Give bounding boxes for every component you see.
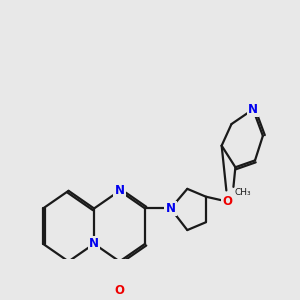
Text: N: N (115, 184, 124, 197)
Text: O: O (115, 284, 124, 297)
Text: N: N (248, 103, 258, 116)
Text: O: O (223, 195, 232, 208)
Text: N: N (166, 202, 176, 215)
Text: CH₃: CH₃ (235, 188, 251, 197)
Text: N: N (89, 237, 99, 250)
